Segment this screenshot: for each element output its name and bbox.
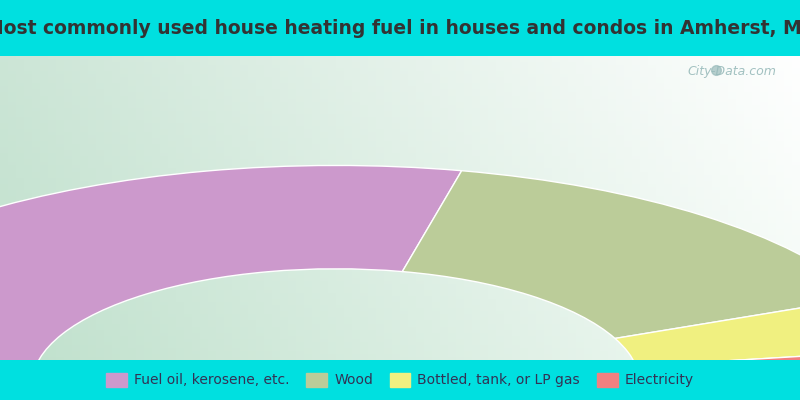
Wedge shape xyxy=(0,166,462,384)
Wedge shape xyxy=(402,171,800,338)
Text: Most commonly used house heating fuel in houses and condos in Amherst, ME: Most commonly used house heating fuel in… xyxy=(0,18,800,38)
Text: City-Data.com: City-Data.com xyxy=(687,65,776,78)
Wedge shape xyxy=(636,350,800,384)
Legend: Fuel oil, kerosene, etc., Wood, Bottled, tank, or LP gas, Electricity: Fuel oil, kerosene, etc., Wood, Bottled,… xyxy=(102,368,698,392)
Wedge shape xyxy=(615,297,800,366)
